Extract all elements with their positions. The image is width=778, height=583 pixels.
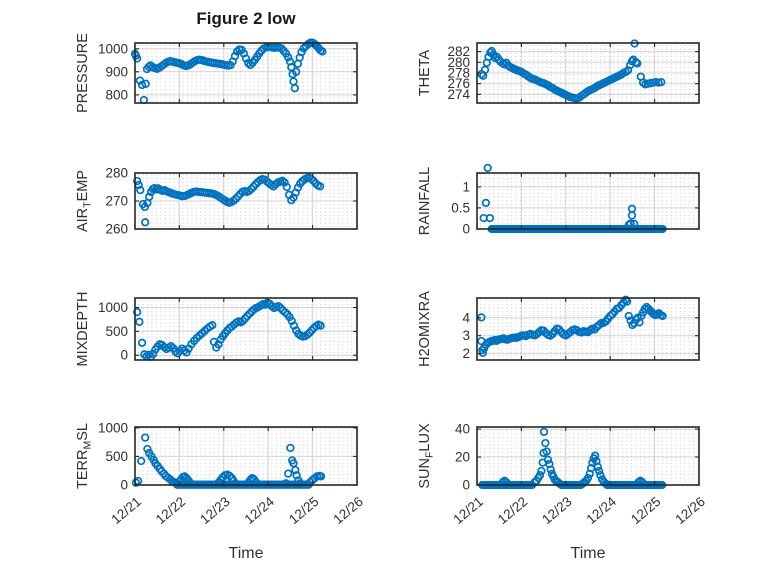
tick-marks xyxy=(134,298,358,360)
y-axis-label: SUNFLUX xyxy=(417,423,436,489)
svg-text:12/25: 12/25 xyxy=(628,494,664,527)
scatter-points xyxy=(477,295,667,357)
svg-text:12/21: 12/21 xyxy=(450,494,486,527)
subplot-pressure: 800 900 1000 PRESSURE xyxy=(75,33,358,113)
y-axis-label: RAINFALL xyxy=(417,167,433,236)
svg-text:12/22: 12/22 xyxy=(153,494,189,527)
svg-text:500: 500 xyxy=(105,449,128,464)
svg-text:12/26: 12/26 xyxy=(672,494,708,527)
subplot-sun_flux: 0 20 40 SUNFLUX 12/21 12/22 12/23 12/24 12/25 12/… xyxy=(417,422,708,527)
svg-text:1: 1 xyxy=(462,179,470,194)
subplot-air_temp: 260 270 280 AIRTEMP xyxy=(75,166,358,237)
scatter-points xyxy=(133,173,325,227)
y-axis-label: PRESSURE xyxy=(75,33,91,113)
tick-marks xyxy=(476,173,700,230)
svg-text:278: 278 xyxy=(447,66,470,81)
tick-marks xyxy=(476,298,700,360)
y-axis-label: H2OMIXRA xyxy=(417,291,433,367)
tick-marks xyxy=(476,43,700,103)
svg-text:260: 260 xyxy=(105,222,128,237)
svg-text:280: 280 xyxy=(105,166,128,181)
x-tick-labels: 12/21 12/22 12/23 12/24 12/25 12/26 xyxy=(450,494,708,528)
y-tick-labels: 0 20 40 xyxy=(455,422,470,493)
x-tick-labels: 12/21 12/22 12/23 12/24 12/25 12/26 xyxy=(108,494,366,528)
y-tick-labels: 0 500 1000 xyxy=(98,420,128,492)
svg-text:282: 282 xyxy=(447,44,470,59)
svg-text:12/21: 12/21 xyxy=(108,494,144,527)
tick-marks xyxy=(134,427,358,486)
svg-text:12/24: 12/24 xyxy=(584,494,620,528)
svg-text:12/26: 12/26 xyxy=(330,494,366,527)
svg-text:500: 500 xyxy=(105,324,128,339)
y-tick-labels: 260 270 280 xyxy=(105,166,128,237)
svg-text:276: 276 xyxy=(447,76,470,91)
axes-frame xyxy=(476,297,700,361)
svg-text:12/23: 12/23 xyxy=(539,494,575,527)
axes-frame xyxy=(134,42,358,104)
svg-text:0: 0 xyxy=(462,222,470,237)
y-axis-label: THETA xyxy=(417,49,433,96)
scatter-points xyxy=(477,39,666,103)
svg-text:12/23: 12/23 xyxy=(197,494,233,527)
svg-text:4: 4 xyxy=(462,310,470,325)
axes-frame xyxy=(134,297,358,361)
svg-text:280: 280 xyxy=(447,55,470,70)
y-tick-labels: 00.51 xyxy=(451,179,470,236)
svg-text:0: 0 xyxy=(120,478,128,493)
y-tick-labels: 2 3 4 xyxy=(462,310,470,361)
svg-text:12/25: 12/25 xyxy=(286,494,322,527)
svg-text:2: 2 xyxy=(462,346,470,361)
svg-text:1000: 1000 xyxy=(98,41,128,56)
minor-grid xyxy=(477,173,699,229)
y-tick-labels: 800 900 1000 xyxy=(98,41,128,102)
tick-marks xyxy=(476,427,700,486)
svg-text:1000: 1000 xyxy=(98,420,128,435)
svg-text:900: 900 xyxy=(105,64,128,79)
subplot-terr_msl: 0 500 1000 TERRMSL 12/21 12/22 12/23 12/24 12/25… xyxy=(75,420,366,527)
svg-text:12/22: 12/22 xyxy=(495,494,531,527)
svg-text:0: 0 xyxy=(462,478,470,493)
svg-text:270: 270 xyxy=(105,194,128,209)
x-axis-title-right: Time xyxy=(570,545,606,562)
axes-frame xyxy=(476,172,700,230)
y-axis-label: MIXDEPTH xyxy=(75,292,91,367)
x-axis-title-left: Time xyxy=(228,545,264,562)
tick-marks xyxy=(134,172,358,230)
tick-marks xyxy=(134,43,358,103)
subplot-mixdepth: 0 500 1000 MIXDEPTH xyxy=(75,292,358,367)
svg-text:800: 800 xyxy=(105,87,128,102)
y-tick-labels: 0 500 1000 xyxy=(98,300,128,363)
scatter-points xyxy=(133,298,325,361)
svg-text:3: 3 xyxy=(462,328,470,343)
svg-text:274: 274 xyxy=(447,87,470,102)
axes-frame xyxy=(476,426,700,486)
svg-text:0.5: 0.5 xyxy=(451,200,470,215)
svg-text:20: 20 xyxy=(455,450,470,465)
subplot-h2omixra: 2 3 4 H2OMIXRA xyxy=(417,291,700,367)
y-axis-label: AIRTEMP xyxy=(75,170,94,232)
svg-text:40: 40 xyxy=(455,422,470,437)
svg-text:1000: 1000 xyxy=(98,300,128,315)
svg-text:0: 0 xyxy=(120,348,128,363)
svg-text:12/24: 12/24 xyxy=(242,494,278,528)
y-axis-label: TERRMSL xyxy=(75,423,94,489)
figure-title: Figure 2 low xyxy=(196,9,296,28)
